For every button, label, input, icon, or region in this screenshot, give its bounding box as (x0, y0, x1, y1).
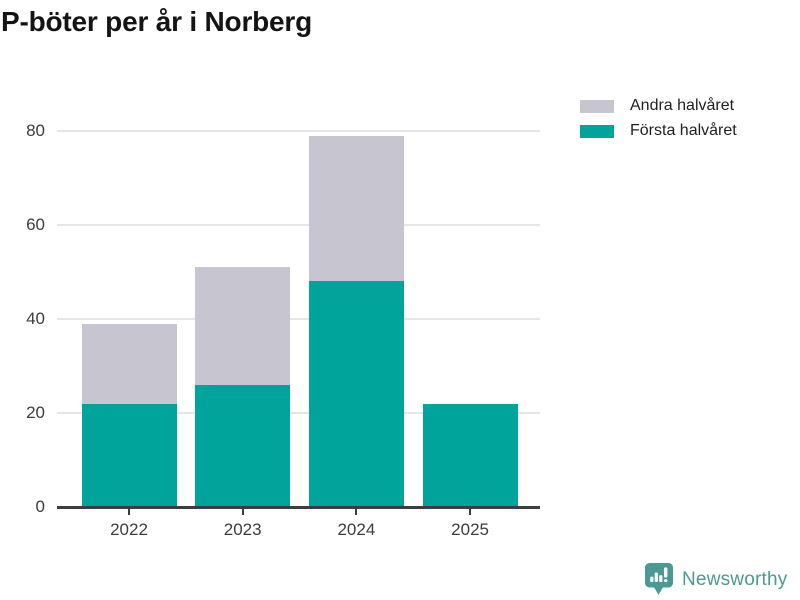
gridline-20 (57, 412, 540, 414)
bar-segment-andra-halvaret-2024 (308, 135, 404, 282)
newsworthy-logo-icon (645, 563, 673, 595)
legend-swatch-andra-halvaret (580, 99, 614, 113)
gridline-60 (57, 224, 540, 226)
legend-label-andra-halvaret: Andra halvåret (630, 97, 735, 114)
x-axis-tick-2025 (469, 509, 472, 515)
legend-swatch-forsta-halvaret (580, 124, 614, 138)
bar-segment-andra-halvaret-2022 (81, 323, 177, 404)
x-axis-tick-2022 (128, 509, 130, 515)
y-axis-tick-label-60: 60 (26, 215, 45, 234)
bar-segment-forsta-halvaret-2025 (422, 403, 518, 507)
x-axis-line (57, 505, 540, 509)
brand-footer[interactable]: Newsworthy (645, 563, 787, 596)
plot-area: 0 20 40 60 80 2022 2023 2024 2025 (26, 112, 540, 539)
x-axis-tick-label-2022: 2022 (110, 520, 148, 539)
legend: Andra halvåret Första halvåret (580, 97, 737, 149)
x-axis-tick-label-2023: 2023 (223, 520, 262, 539)
x-axis-tick-label-2025: 2025 (451, 520, 489, 539)
y-axis-tick-label-40: 40 (26, 309, 45, 328)
bar-segment-forsta-halvaret-2023 (195, 384, 291, 507)
x-axis-tick-2023 (241, 509, 244, 515)
y-axis-tick-label-20: 20 (26, 403, 45, 422)
legend-item-forsta-halvaret: Första halvåret (580, 122, 737, 139)
chart-title: P-böter per år i Norberg (1, 6, 313, 37)
x-axis-tick-label-2024: 2024 (337, 520, 376, 539)
legend-item-andra-halvaret: Andra halvåret (580, 97, 737, 114)
brand-name: Newsworthy (682, 568, 788, 590)
bar-segment-andra-halvaret-2023 (195, 267, 291, 385)
bar-segment-forsta-halvaret-2022 (81, 403, 177, 507)
y-axis-tick-label-0: 0 (35, 497, 45, 516)
y-axis-tick-label-80: 80 (26, 121, 45, 140)
x-axis-tick-2024 (355, 509, 358, 515)
gridline-40 (57, 318, 540, 320)
bar-segment-forsta-halvaret-2024 (308, 281, 404, 507)
gridline-80 (57, 130, 540, 132)
legend-label-forsta-halvaret: Första halvåret (630, 122, 737, 139)
